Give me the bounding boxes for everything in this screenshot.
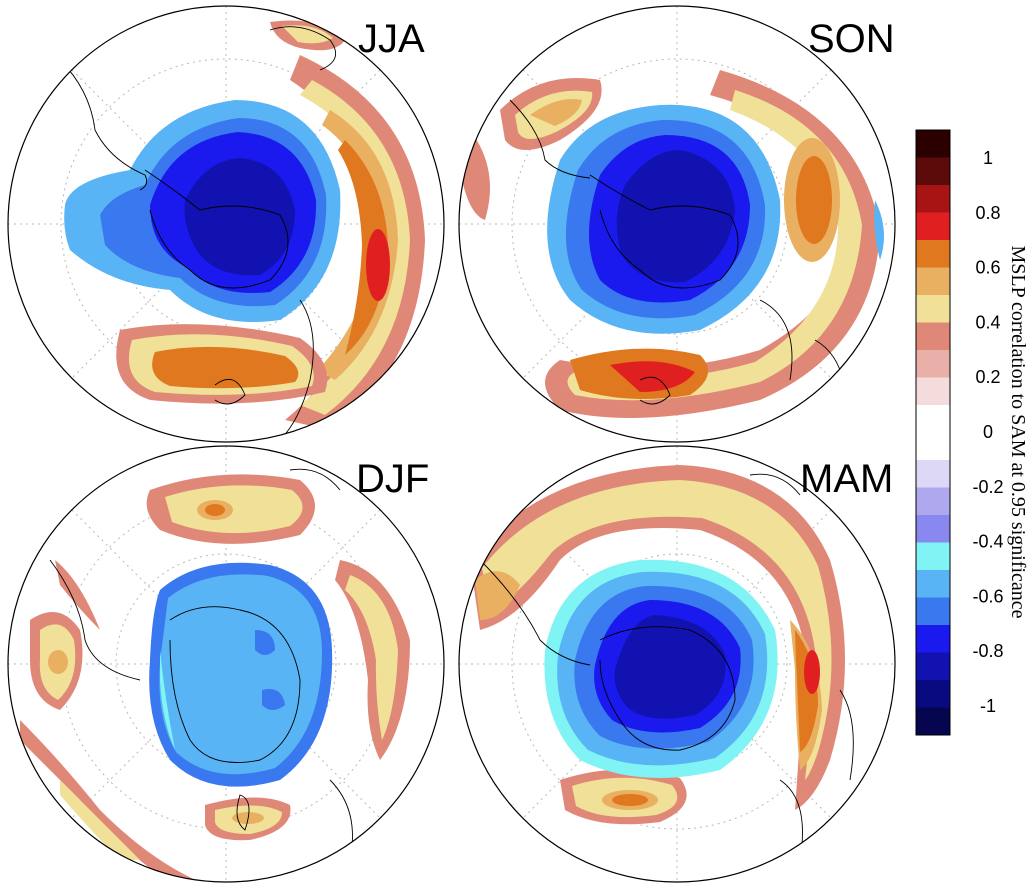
colorbar-tick-label: 0.6 [975, 258, 1000, 278]
positive-correlation-band [545, 70, 880, 418]
colorbar-swatch [916, 625, 950, 653]
colorbar-swatch [916, 267, 950, 296]
colorbar-swatch [916, 707, 950, 736]
positive-correlation-south [116, 324, 328, 404]
colorbar-swatch [916, 185, 950, 213]
colorbar-swatch [916, 570, 950, 598]
positive-correlation-patches [20, 474, 410, 882]
panel-label-son: SON [808, 17, 895, 61]
colorbar-swatch [916, 487, 950, 516]
colorbar-swatch [916, 212, 950, 241]
colorbar-tick-label: -0.4 [972, 532, 1003, 552]
map-panel-mam [458, 445, 896, 883]
panel-label-djf: DJF [356, 457, 429, 501]
colorbar-swatch [916, 460, 950, 488]
colorbar-swatch [916, 542, 950, 571]
colorbar-tick-label: -1 [980, 696, 996, 716]
coastlines [59, 26, 337, 441]
map-panel-jja [7, 5, 445, 443]
colorbar-swatch [916, 350, 950, 378]
negative-correlation-region [544, 559, 778, 778]
map-panel-djf [7, 445, 445, 883]
colorbar-swatches [916, 130, 950, 736]
negative-correlation-region [149, 562, 333, 787]
colorbar-swatch [916, 377, 950, 406]
colorbar-tick-label: 0 [983, 422, 993, 442]
colorbar-swatch [916, 515, 950, 543]
colorbar-tick-label: -0.8 [972, 641, 1003, 661]
colorbar-ticks: 1 0.8 0.6 0.4 0.2 0 -0.2 -0.4 -0.6 -0.8 -1 [972, 148, 1003, 716]
colorbar-tick-label: 0.4 [975, 312, 1000, 332]
colorbar-swatch [916, 240, 950, 268]
colorbar-swatch [916, 157, 950, 186]
positive-correlation-band [285, 55, 425, 430]
colorbar-title: MSLP correlation to SAM at 0.95 signific… [1007, 245, 1029, 618]
colorbar-swatch [916, 652, 950, 681]
colorbar-swatch [916, 597, 950, 626]
colorbar-tick-label: -0.2 [972, 477, 1003, 497]
negative-correlation-region [547, 104, 781, 334]
colorbar-tick-label: 0.2 [975, 367, 1000, 387]
negative-correlation-region [64, 100, 341, 322]
colorbar-tick-label: 1 [983, 148, 993, 168]
colorbar-swatch [916, 295, 950, 323]
map-panel-son [458, 5, 896, 443]
colorbar-swatch [916, 680, 950, 708]
colorbar-tick-label: -0.6 [972, 586, 1003, 606]
panel-label-mam: MAM [800, 457, 893, 501]
colorbar-swatch [916, 322, 950, 351]
panel-label-jja: JJA [358, 17, 425, 61]
colorbar-tick-label: 0.8 [975, 203, 1000, 223]
positive-correlation-band [470, 465, 845, 825]
colorbar-swatch [916, 405, 950, 433]
colorbar: 1 0.8 0.6 0.4 0.2 0 -0.2 -0.4 -0.6 -0.8 -1 MSLP co… [915, 129, 1029, 736]
colorbar-swatch [916, 432, 950, 461]
colorbar-swatch [916, 130, 950, 158]
